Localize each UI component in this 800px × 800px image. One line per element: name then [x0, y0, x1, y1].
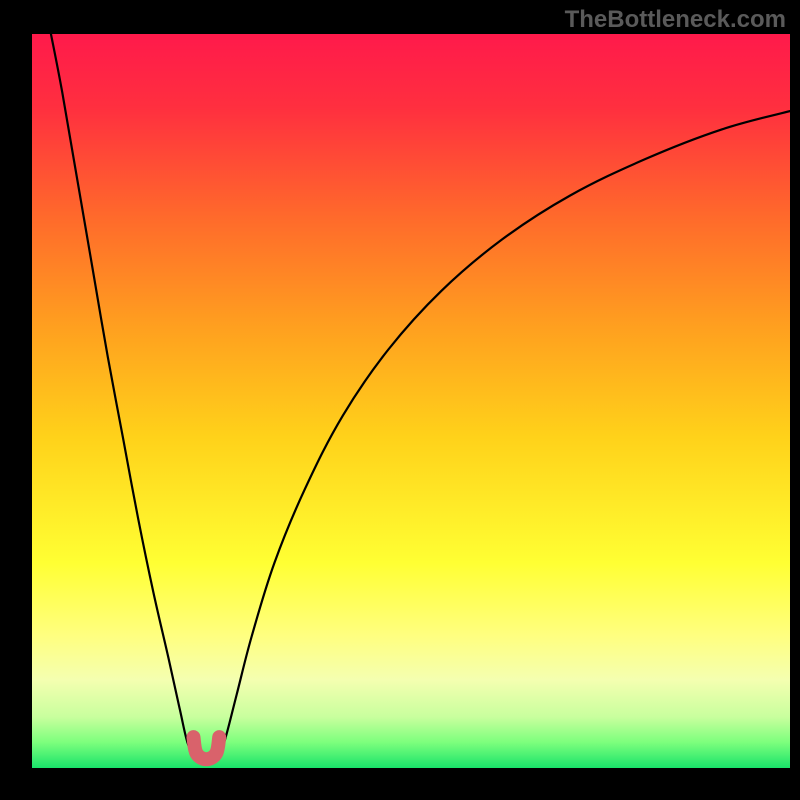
bottleneck-curve-chart: [32, 34, 790, 768]
source-watermark: TheBottleneck.com: [565, 6, 786, 34]
plot-area: [32, 34, 790, 768]
gradient-background: [32, 34, 790, 768]
chart-frame: TheBottleneck.com: [0, 0, 800, 800]
